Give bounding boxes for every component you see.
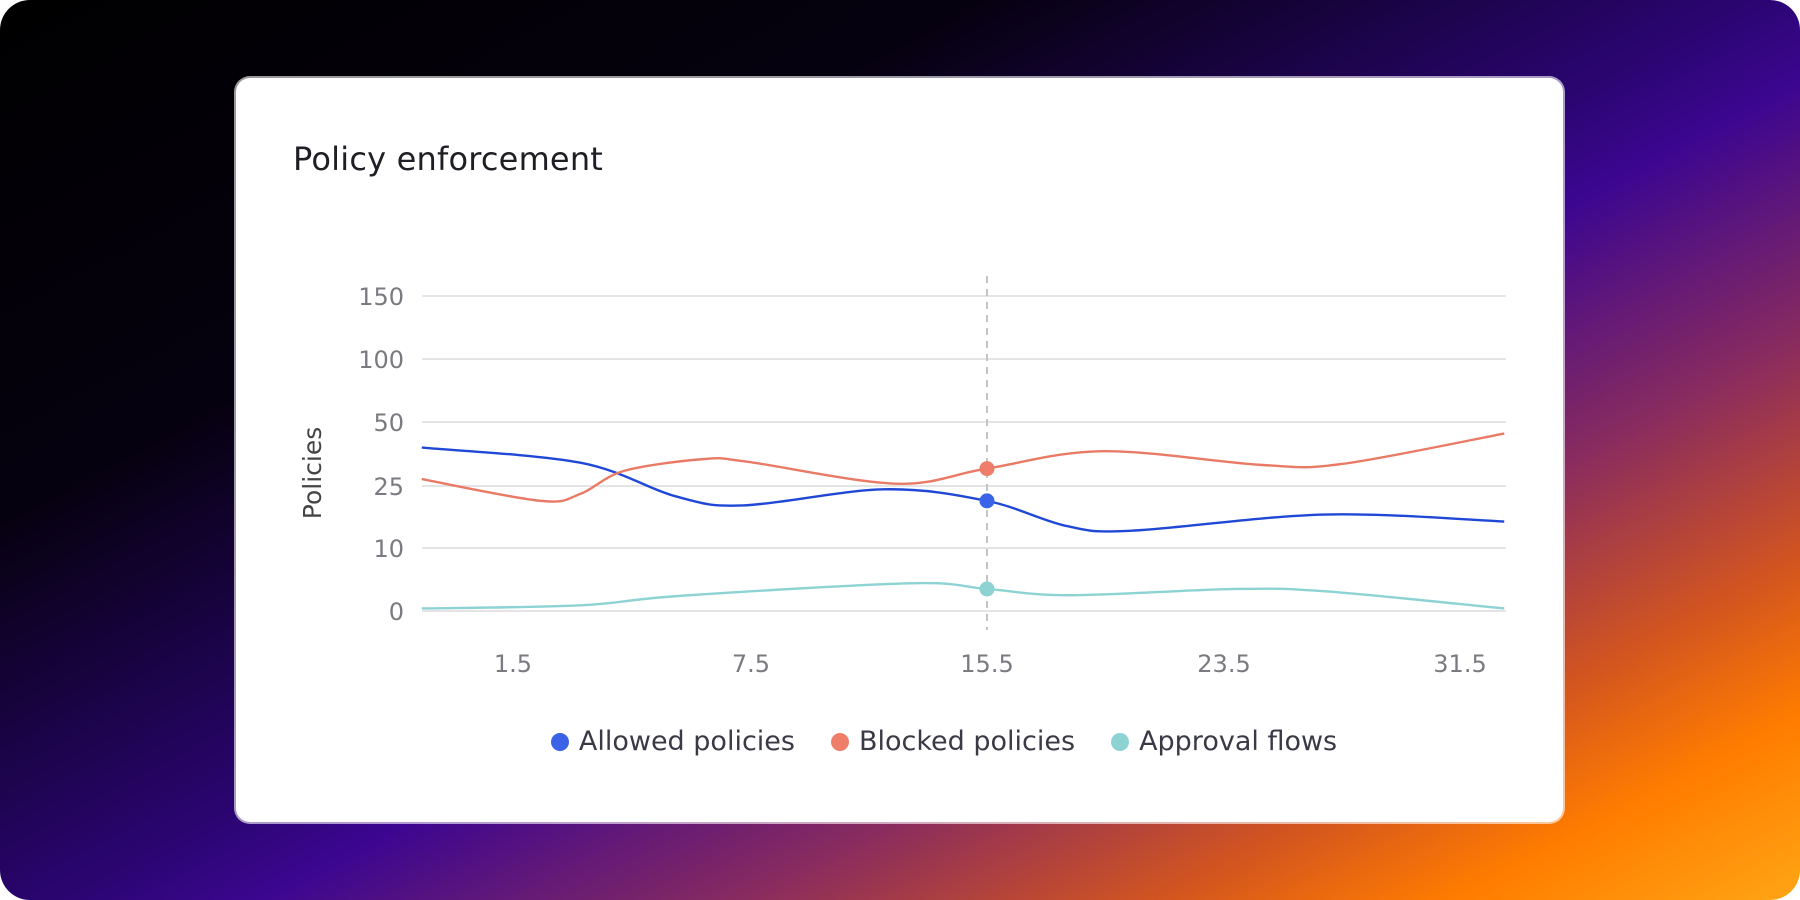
legend-dot-icon: [1111, 732, 1130, 751]
allowed-policies-marker[interactable]: [979, 493, 995, 509]
legend-item-allowed-policies[interactable]: Allowed policies: [550, 726, 795, 757]
y-tick-label: 10: [373, 535, 404, 563]
x-tick-label: 7.5: [732, 650, 770, 678]
chart-title: Policy enforcement: [293, 140, 604, 178]
approval-flows-line: [421, 581, 1505, 610]
legend-item-blocked-policies[interactable]: Blocked policies: [830, 726, 1076, 757]
x-tick-label: 1.5: [494, 650, 532, 678]
legend-label: Approval flows: [1139, 726, 1338, 757]
y-tick-label: 25: [373, 473, 404, 501]
blocked-policies-marker[interactable]: [979, 461, 995, 477]
y-tick-label: 150: [358, 283, 404, 311]
x-tick-label: 23.5: [1197, 650, 1250, 678]
approval-flows-marker[interactable]: [979, 581, 995, 597]
y-tick-label: 0: [389, 598, 404, 626]
blocked-policies-line: [421, 432, 1505, 503]
y-axis-label: Policies: [298, 427, 327, 519]
legend-item-approval-flows[interactable]: Approval flows: [1111, 726, 1337, 757]
legend-label: Blocked policies: [858, 726, 1076, 757]
x-tick-label: 31.5: [1433, 650, 1486, 678]
y-tick-label: 50: [373, 409, 404, 437]
legend-dot-icon: [550, 732, 569, 751]
allowed-policies-line: [421, 446, 1505, 533]
y-tick-label: 100: [358, 346, 404, 374]
legend-label: Allowed policies: [578, 726, 795, 757]
legend-dot-icon: [830, 732, 849, 751]
x-tick-label: 15.5: [960, 650, 1013, 678]
legend: Allowed policies Blocked policies Approval…: [0, 726, 1800, 757]
